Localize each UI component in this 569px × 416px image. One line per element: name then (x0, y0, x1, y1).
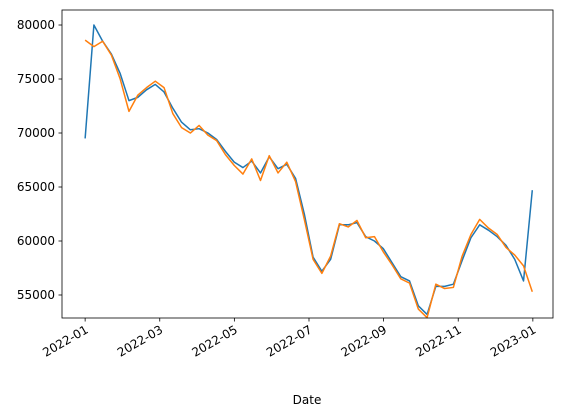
x-tick-label: 2022-09 (339, 322, 389, 359)
x-tick-label: 2022-11 (413, 322, 463, 359)
y-tick-label: 65000 (17, 180, 55, 194)
x-tick-label: 2022-01 (40, 322, 90, 359)
y-tick-label: 70000 (17, 126, 55, 140)
x-tick-label: 2023-01 (488, 322, 538, 359)
y-tick-label: 80000 (17, 18, 55, 32)
x-tick-label: 2022-07 (264, 322, 314, 359)
y-tick-label: 75000 (17, 72, 55, 86)
data-line (84, 24, 534, 316)
y-tick-label: 60000 (17, 234, 55, 248)
data-line (84, 39, 534, 319)
plot-frame (61, 9, 554, 319)
y-tick-label: 55000 (17, 288, 55, 302)
x-axis-label: Date (293, 393, 322, 407)
x-tick-label: 2022-03 (115, 322, 165, 359)
x-tick-label: 2022-05 (189, 322, 239, 359)
